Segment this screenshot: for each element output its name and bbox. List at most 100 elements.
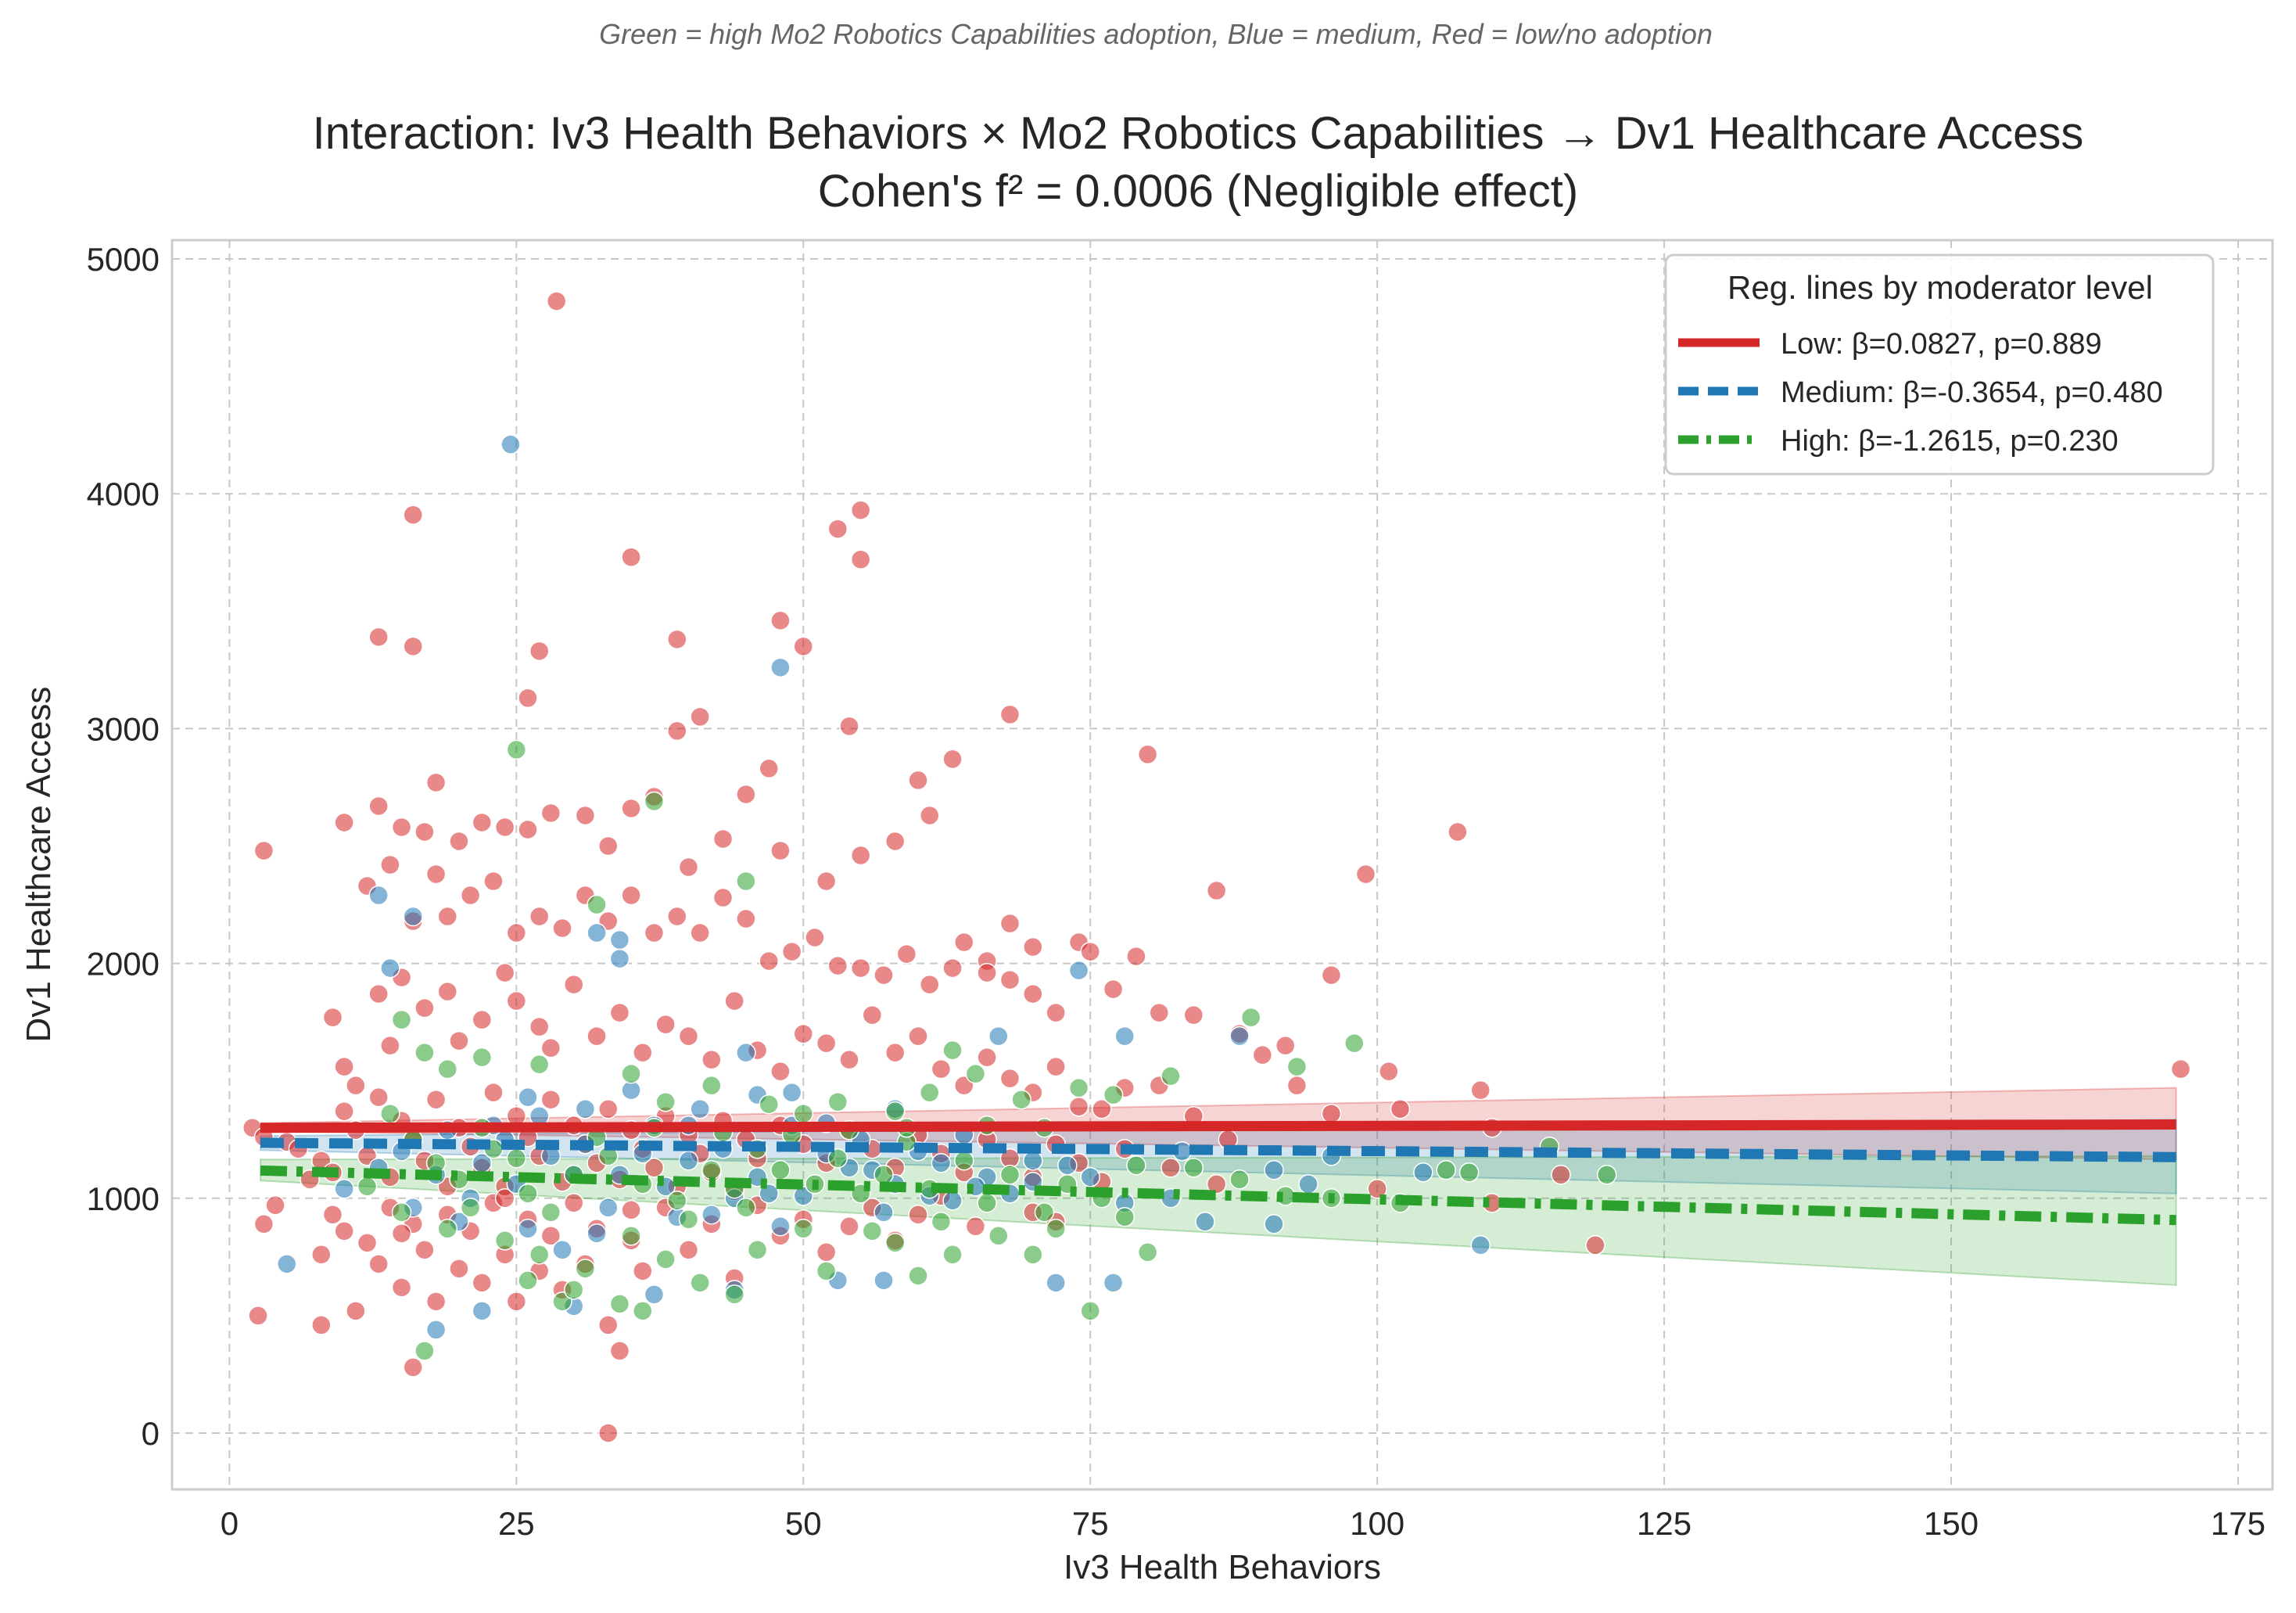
data-point-low xyxy=(999,913,1021,934)
data-point-low xyxy=(540,1226,561,1246)
data-point-medium xyxy=(277,1254,297,1274)
data-point-low xyxy=(827,955,848,976)
data-point-high xyxy=(472,1047,493,1068)
data-point-low xyxy=(942,957,963,979)
data-point-low xyxy=(965,1216,986,1237)
data-point-high xyxy=(1229,1169,1250,1190)
data-point-low xyxy=(425,772,447,793)
data-point-medium xyxy=(874,1270,894,1291)
data-point-high xyxy=(518,1184,538,1204)
data-point-high xyxy=(437,1219,458,1239)
data-point-high xyxy=(1137,1242,1158,1263)
regression-line-medium xyxy=(260,1137,2176,1162)
data-point-high xyxy=(827,1091,848,1112)
data-point-high xyxy=(1286,1056,1308,1077)
data-point-high xyxy=(919,1082,940,1103)
data-point-low xyxy=(391,1223,412,1244)
legend-label-low: Low: β=0.0827, p=0.889 xyxy=(1781,328,2102,361)
data-point-low xyxy=(1183,1004,1204,1026)
data-point-low xyxy=(506,1291,527,1312)
data-point-medium xyxy=(1298,1174,1318,1194)
data-point-high xyxy=(977,1193,997,1213)
data-point-low xyxy=(1275,1035,1296,1056)
data-point-low xyxy=(449,1030,469,1051)
data-point-low xyxy=(850,500,871,520)
data-point-high xyxy=(736,871,756,892)
data-point-medium xyxy=(368,885,389,906)
data-point-low xyxy=(322,1007,343,1028)
data-point-low xyxy=(311,1245,332,1265)
data-point-low xyxy=(1206,880,1227,901)
data-point-low xyxy=(999,1068,1021,1089)
data-point-medium xyxy=(1023,1150,1043,1171)
data-point-low xyxy=(253,1214,274,1234)
data-point-low xyxy=(896,943,917,965)
data-point-medium xyxy=(1080,1167,1100,1187)
data-point-high xyxy=(518,1270,538,1291)
data-point-low xyxy=(449,831,469,852)
data-point-low xyxy=(403,505,423,525)
data-point-high xyxy=(1161,1065,1181,1087)
data-point-low xyxy=(1551,1164,1571,1185)
data-point-high xyxy=(621,1226,641,1246)
y-tick-label: 2000 xyxy=(87,946,160,983)
data-point-medium xyxy=(1114,1026,1135,1047)
data-point-high xyxy=(667,1191,687,1211)
data-point-low xyxy=(494,817,515,838)
data-point-high xyxy=(942,1245,963,1265)
data-point-low xyxy=(334,1221,354,1241)
y-axis-ticks: 0 1000 2000 3000 4000 5000 xyxy=(87,241,160,1452)
data-point-high xyxy=(380,1103,400,1124)
data-point-low xyxy=(908,1205,928,1225)
data-point-medium xyxy=(942,1191,963,1211)
data-point-medium xyxy=(874,1202,894,1223)
data-point-low xyxy=(563,1193,584,1213)
data-point-low xyxy=(1355,864,1376,885)
data-point-low xyxy=(667,906,687,927)
data-point-low xyxy=(472,1273,493,1293)
data-point-medium xyxy=(334,1179,354,1199)
data-point-medium xyxy=(678,1150,699,1171)
data-point-low xyxy=(712,887,734,908)
data-point-low xyxy=(644,922,665,943)
data-point-low xyxy=(483,1082,504,1103)
data-point-low xyxy=(977,962,997,983)
data-point-medium xyxy=(770,657,791,678)
data-point-high xyxy=(1023,1245,1043,1265)
data-point-low xyxy=(472,1009,493,1030)
data-point-low xyxy=(425,864,447,885)
data-point-high xyxy=(942,1040,963,1061)
data-point-low xyxy=(1137,744,1158,765)
data-point-medium xyxy=(597,1198,619,1218)
data-point-low xyxy=(850,957,871,979)
data-point-low xyxy=(368,1087,389,1108)
data-point-medium xyxy=(701,1205,722,1225)
data-point-low xyxy=(368,627,389,648)
data-point-high xyxy=(506,739,527,760)
data-point-medium xyxy=(575,1098,596,1119)
data-point-high xyxy=(1068,1077,1089,1098)
x-tick-label: 175 xyxy=(2211,1505,2266,1542)
data-point-low xyxy=(425,1089,447,1110)
data-point-low xyxy=(931,1058,952,1080)
data-point-low xyxy=(954,932,974,953)
data-point-low xyxy=(1390,1098,1411,1119)
data-point-high xyxy=(414,1341,435,1361)
data-point-low xyxy=(346,1301,366,1321)
data-point-low xyxy=(460,885,481,906)
data-point-high xyxy=(701,1075,722,1096)
data-point-high xyxy=(1436,1159,1456,1180)
data-point-high xyxy=(655,1249,676,1270)
data-point-low xyxy=(919,805,940,826)
data-point-low xyxy=(874,965,894,986)
data-point-low xyxy=(248,1306,268,1326)
data-point-low xyxy=(597,835,619,857)
data-point-low xyxy=(1068,1096,1089,1117)
data-point-medium xyxy=(759,1184,779,1204)
x-tick-label: 75 xyxy=(1072,1505,1109,1542)
data-point-medium xyxy=(1068,960,1089,981)
data-point-high xyxy=(414,1042,435,1063)
data-point-low xyxy=(690,706,710,727)
